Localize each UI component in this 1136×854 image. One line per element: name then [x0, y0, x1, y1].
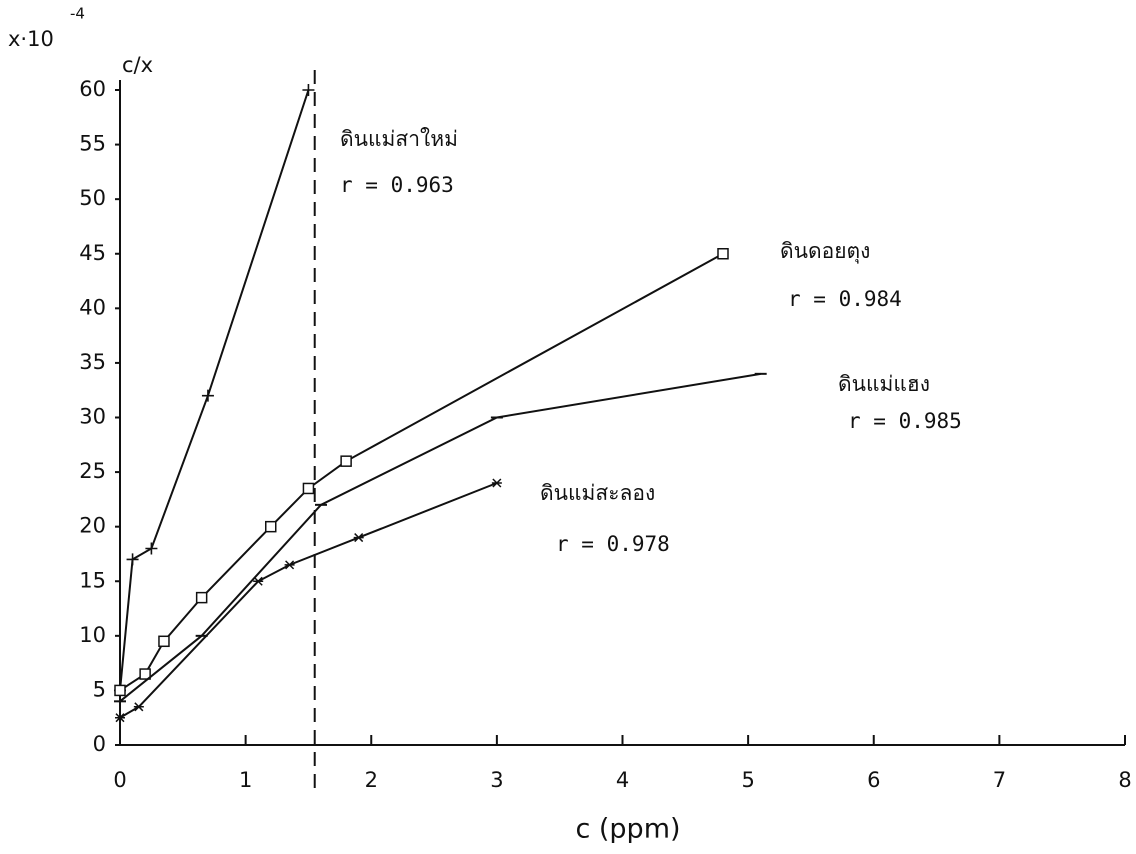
y-tick-label: 0 [93, 732, 106, 756]
x-tick-label: 0 [113, 768, 126, 792]
x-tick-label: 3 [490, 768, 503, 792]
y-tick-label: 30 [79, 405, 106, 429]
y-tick-label: 35 [79, 350, 106, 374]
marker [717, 248, 729, 260]
marker [302, 84, 315, 96]
marker [133, 702, 144, 712]
series-name: ดินแม่สาใหม่ [340, 127, 458, 151]
marker [145, 542, 158, 555]
marker [158, 635, 170, 648]
series-r: r = 0.984 [788, 287, 902, 311]
y-tick-label: 15 [79, 568, 106, 592]
series-r: r = 0.963 [340, 173, 454, 197]
series-name: ดินดอยตุง [780, 239, 870, 264]
x-tick-label: 4 [616, 768, 629, 792]
y-tick-label: 20 [79, 514, 106, 538]
y-axis-label: c/x [122, 53, 153, 77]
y-unit-exponent: -4 [70, 5, 85, 23]
y-tick-label: 25 [79, 459, 106, 483]
marker [114, 684, 126, 697]
marker [491, 478, 502, 488]
x-tick-label: 5 [741, 768, 754, 792]
series-name: ดินแม่สะลอง [540, 481, 655, 505]
marker [265, 520, 277, 533]
series-r: r = 0.985 [848, 409, 962, 433]
marker [115, 713, 125, 723]
marker [340, 455, 352, 467]
marker [195, 591, 208, 604]
marker [353, 533, 364, 543]
series-r: r = 0.978 [556, 532, 670, 556]
y-tick-label: 10 [79, 623, 106, 647]
x-tick-label: 6 [867, 768, 880, 792]
marker [126, 553, 139, 566]
series-line [119, 482, 498, 719]
y-tick-label: 50 [79, 186, 106, 210]
x-tick-label: 1 [239, 768, 252, 792]
y-tick-label: 5 [93, 677, 106, 701]
marker [139, 668, 151, 680]
marker [253, 576, 264, 586]
y-tick-label: 40 [79, 295, 106, 319]
marker [284, 560, 295, 570]
series-name: ดินแม่แฮง [838, 372, 930, 396]
y-tick-label: 60 [79, 77, 106, 101]
y-tick-label: 45 [79, 241, 106, 265]
marker [302, 482, 315, 495]
x-axis-label: c (ppm) [575, 814, 680, 845]
x-tick-label: 8 [1118, 768, 1131, 792]
marker [201, 389, 214, 402]
x-tick-label: 7 [993, 768, 1006, 792]
series-line [119, 89, 310, 691]
y-tick-label: 55 [79, 132, 106, 156]
y-unit-label: x·10 [8, 27, 54, 51]
x-tick-label: 2 [365, 768, 378, 792]
